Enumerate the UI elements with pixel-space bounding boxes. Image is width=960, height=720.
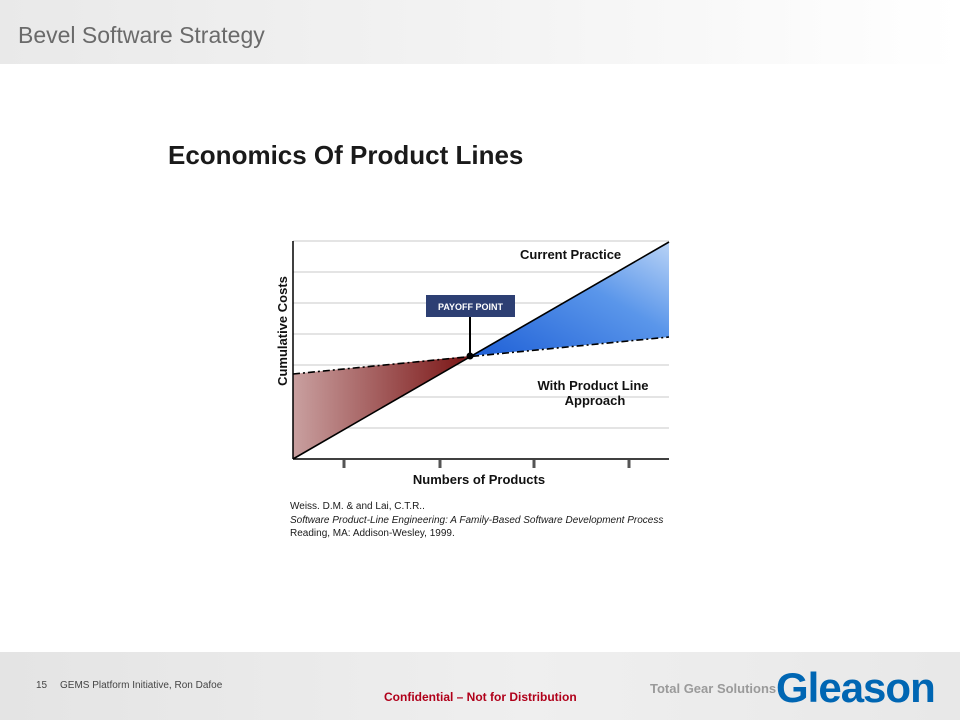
citation-title: Software Product-Line Engineering: A Fam…: [290, 514, 664, 526]
payoff-label-box: [426, 295, 515, 317]
citation: Weiss. D.M. & and Lai, C.T.R.. Software …: [290, 500, 663, 541]
payoff-point-marker: [466, 352, 474, 360]
x-axis-label: Numbers of Products: [413, 472, 545, 487]
gleason-logo: Gleason: [776, 664, 936, 711]
product-line-label-2: Approach: [565, 393, 626, 408]
current-practice-line: [292, 241, 670, 460]
y-axis-label: Cumulative Costs: [275, 276, 290, 386]
footer-presenter: GEMS Platform Initiative, Ron Dafoe: [60, 680, 223, 691]
payoff-label: PAYOFF POINT: [438, 302, 504, 312]
slide-title: Economics Of Product Lines: [168, 140, 524, 170]
tagline: Total Gear Solutions: [650, 681, 777, 696]
confidential-notice: Confidential – Not for Distribution: [384, 690, 577, 704]
product-line-label-1: With Product Line: [537, 378, 648, 393]
product-line-approach-line: [292, 336, 670, 375]
current-practice-label: Current Practice: [520, 247, 621, 262]
citation-publisher: Reading, MA: Addison-Wesley, 1999.: [290, 528, 455, 539]
page-number: 15: [36, 680, 48, 691]
footer-bar: 15 GEMS Platform Initiative, Ron Dafoe C…: [0, 652, 960, 720]
header-bar: Bevel Software Strategy: [0, 0, 960, 64]
citation-authors: Weiss. D.M. & and Lai, C.T.R..: [290, 501, 425, 512]
header-title: Bevel Software Strategy: [18, 22, 265, 48]
x-axis-ticks: [342, 460, 631, 468]
